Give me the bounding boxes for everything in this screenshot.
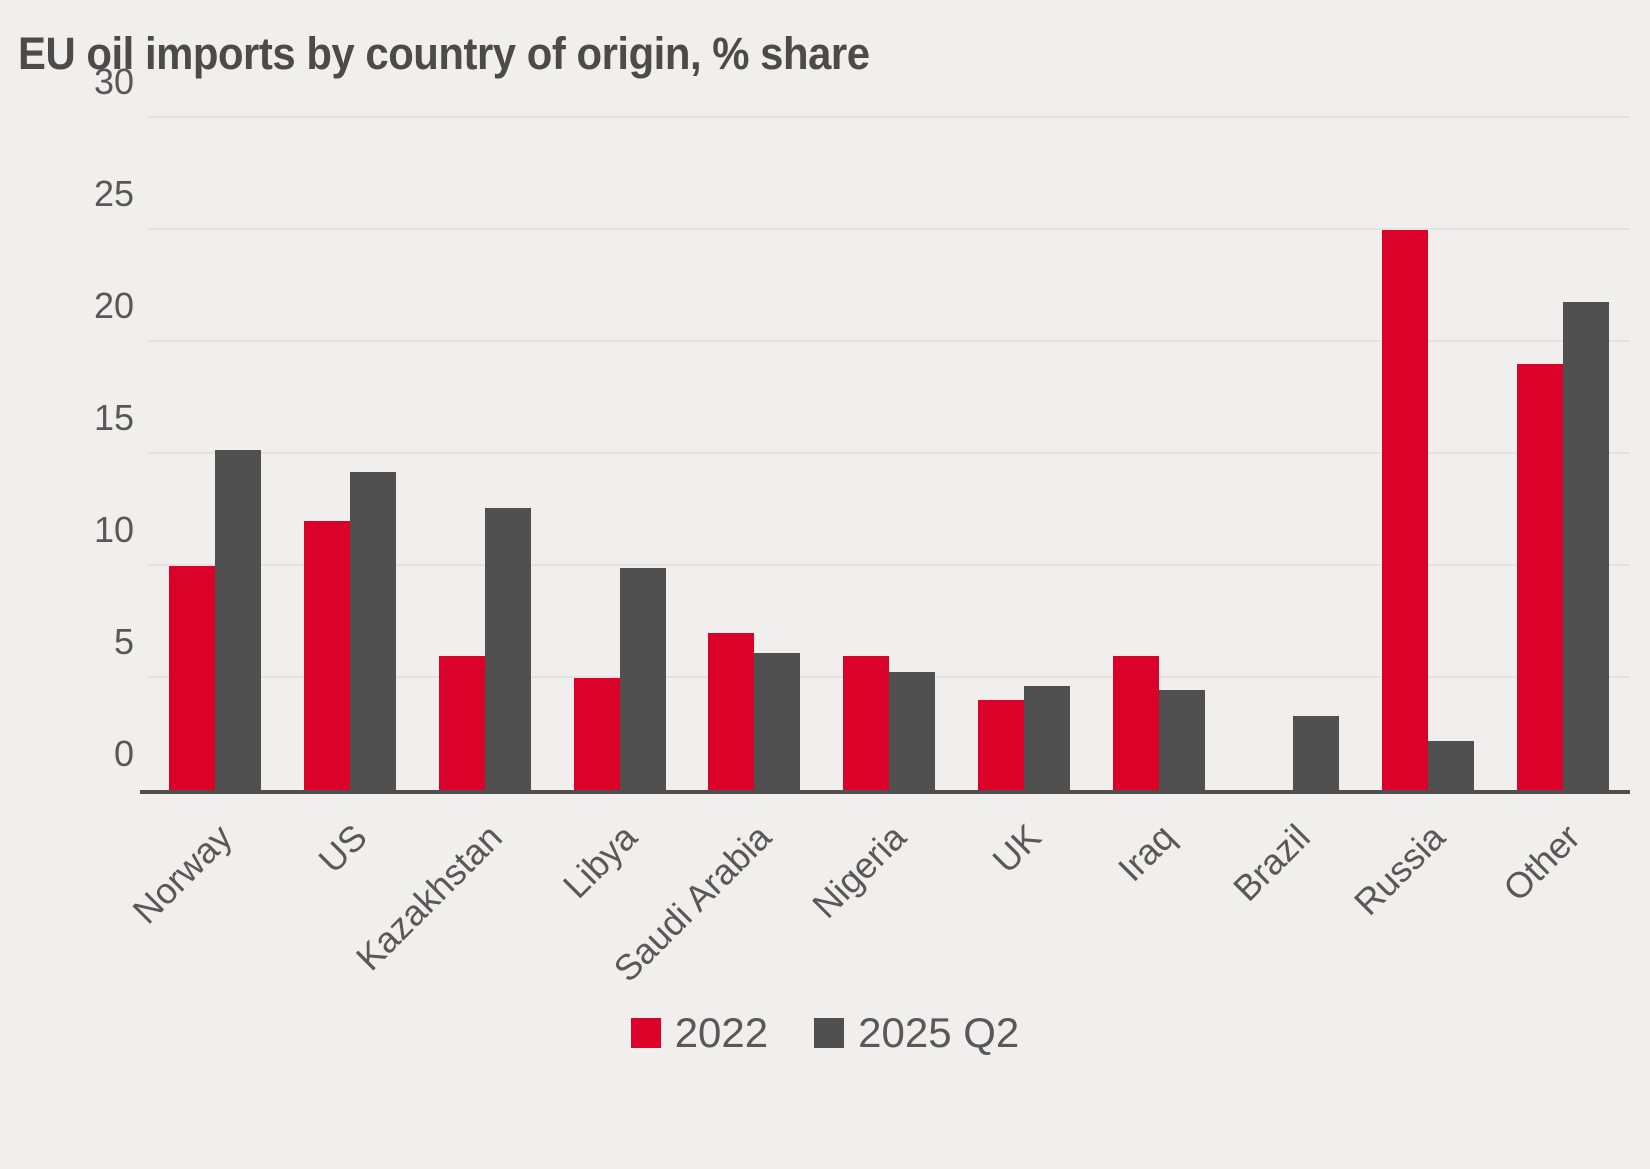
- bar-group: [552, 118, 687, 790]
- legend-item[interactable]: 2022: [630, 1009, 769, 1056]
- bar[interactable]: [1516, 364, 1563, 790]
- bar[interactable]: [215, 449, 262, 790]
- bar-group: [822, 118, 957, 790]
- bar[interactable]: [1562, 301, 1609, 790]
- bar[interactable]: [889, 672, 936, 790]
- gridline: [148, 340, 1630, 342]
- x-axis-label-cell: Iraq: [1091, 800, 1226, 1000]
- x-axis-label-cell: Other: [1495, 800, 1630, 1000]
- bar-groups: [148, 118, 1630, 790]
- bar[interactable]: [754, 653, 801, 790]
- legend: 2022 2025 Q2: [0, 1012, 1650, 1054]
- gridline: [148, 564, 1630, 566]
- legend-item[interactable]: 2025 Q2: [814, 1012, 1019, 1054]
- x-axis-tick-label: Russia: [1345, 816, 1453, 924]
- bar[interactable]: [484, 507, 531, 790]
- legend-label: 2025 Q2: [858, 1009, 1020, 1056]
- y-axis-tick-label: 25: [93, 173, 134, 214]
- legend-swatch-icon: [630, 1018, 661, 1048]
- bar[interactable]: [304, 521, 351, 790]
- gridline: [148, 452, 1630, 454]
- x-axis-tick-label: Iraq: [1110, 816, 1184, 890]
- bar[interactable]: [1427, 740, 1474, 790]
- x-axis-label-cell: Nigeria: [804, 800, 957, 1000]
- plot-area: 0 5 10 15 20 25 30: [94, 64, 1630, 794]
- bar-group: [956, 118, 1091, 790]
- bar-group: [1226, 118, 1361, 790]
- x-axis-tick-label: Other: [1494, 816, 1588, 909]
- bar[interactable]: [438, 655, 485, 790]
- bar[interactable]: [1158, 690, 1205, 790]
- x-axis-tick-label: UK: [984, 816, 1049, 881]
- bar[interactable]: [843, 655, 890, 790]
- gridline: [148, 228, 1630, 230]
- y-axis-tick-label: 0: [113, 733, 134, 774]
- x-axis-label-cell: Kazakhstan: [348, 800, 552, 1000]
- bar-group: [148, 118, 283, 790]
- bar[interactable]: [619, 568, 666, 790]
- x-axis-tick-label: Brazil: [1225, 816, 1318, 909]
- bar-group: [1361, 118, 1496, 790]
- x-axis-line: [140, 790, 1630, 794]
- bar[interactable]: [350, 471, 397, 790]
- x-axis-label-cell: UK: [956, 800, 1091, 1000]
- bar[interactable]: [977, 700, 1024, 790]
- x-axis-label-cell: Russia: [1346, 800, 1496, 1000]
- bar-group: [1495, 118, 1630, 790]
- x-axis-tick-label: Libya: [554, 816, 645, 907]
- bar[interactable]: [1381, 230, 1428, 790]
- y-axis-tick-label: 5: [113, 621, 134, 662]
- bar[interactable]: [1293, 716, 1340, 790]
- y-axis-tick-label: 20: [93, 285, 134, 326]
- x-axis-labels: Norway US Kazakhstan Libya Saudi Arabia Niger…: [125, 800, 1630, 1000]
- x-axis-label-cell: Brazil: [1225, 800, 1361, 1000]
- y-axis-tick-label: 15: [93, 397, 134, 438]
- x-axis-label-cell: Norway: [125, 800, 283, 1000]
- bar[interactable]: [1023, 685, 1070, 790]
- bar[interactable]: [1112, 655, 1159, 790]
- bar[interactable]: [169, 566, 216, 790]
- bar-group: [283, 118, 418, 790]
- y-axis-tick-label: 10: [93, 509, 134, 550]
- page-title: EU oil imports by country of origin, % s…: [18, 28, 870, 79]
- bar-group: [417, 118, 552, 790]
- x-axis-label-cell: Saudi Arabia: [606, 800, 822, 1000]
- x-axis-tick-label: US: [310, 816, 375, 881]
- y-axis-tick-label: 30: [93, 61, 134, 102]
- bar-group: [1091, 118, 1226, 790]
- legend-swatch-icon: [814, 1018, 845, 1048]
- bar[interactable]: [573, 678, 620, 790]
- x-axis-tick-label: Norway: [124, 816, 241, 932]
- x-axis-tick-label: Nigeria: [804, 816, 914, 926]
- bar-group: [687, 118, 822, 790]
- gridline: [148, 116, 1630, 118]
- legend-label: 2022: [674, 1009, 769, 1056]
- bar[interactable]: [708, 633, 755, 790]
